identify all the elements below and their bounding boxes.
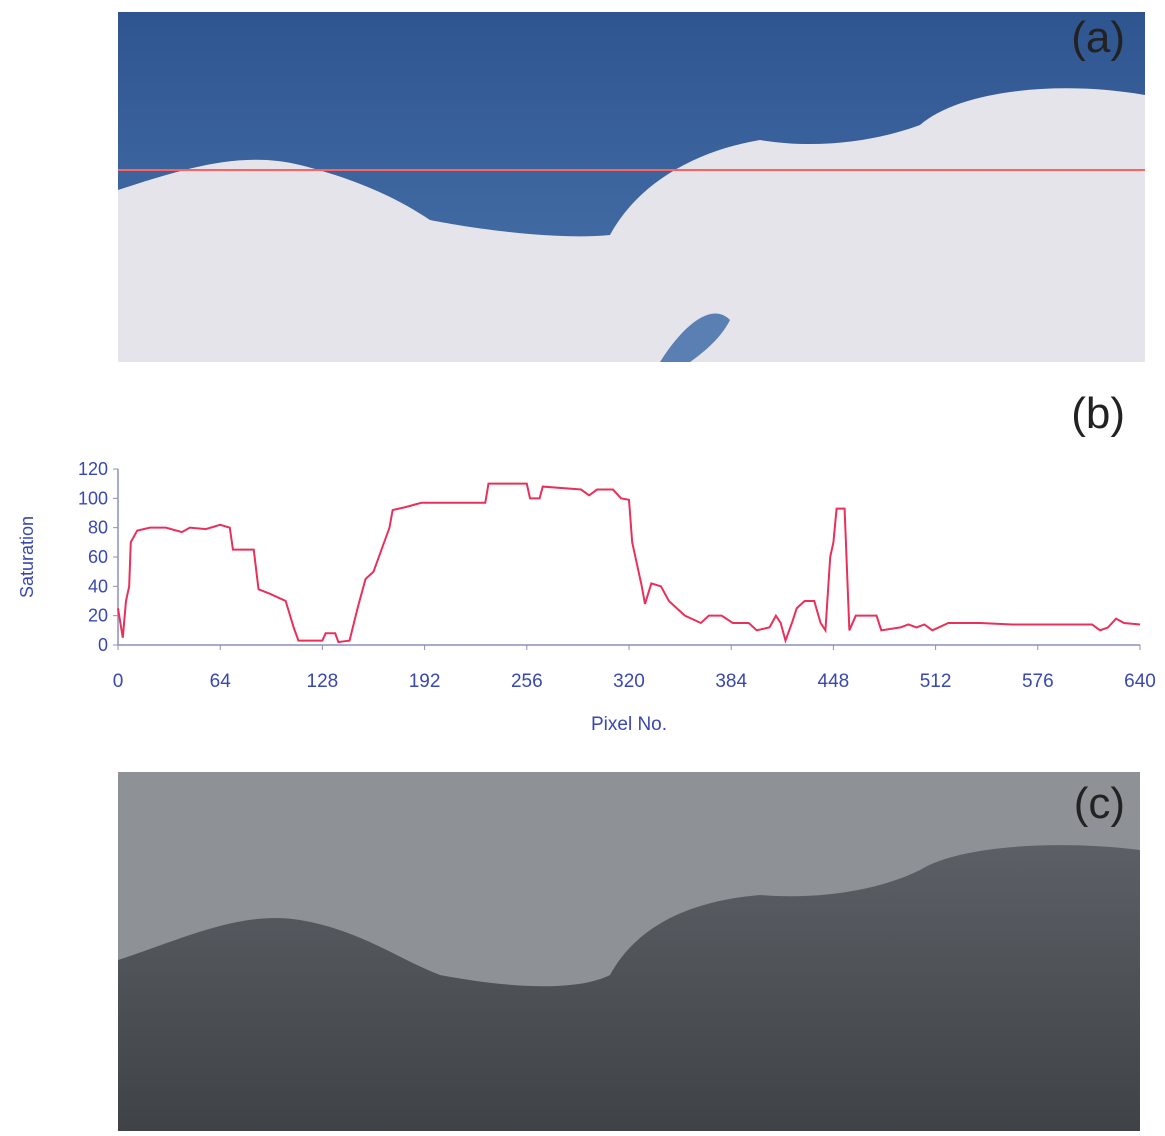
chart: 0 20 40 60 80 100 120 0 64 128 192 256 320 384 448 512 5…	[17, 459, 1156, 735]
y-tick-label: 20	[88, 606, 108, 626]
y-axis-label: Saturation	[17, 516, 37, 598]
y-tick-label: 40	[88, 576, 108, 596]
panel-label: (c)	[1074, 779, 1125, 828]
x-tick-label: 320	[613, 671, 645, 692]
x-tick-label: 256	[511, 671, 543, 692]
y-tick-label: 0	[98, 635, 108, 655]
x-tick-label: 512	[920, 671, 952, 692]
y-tick-label: 100	[78, 488, 108, 508]
y-tick-label: 60	[88, 547, 108, 567]
x-tick-label: 64	[210, 671, 232, 692]
x-tick-label: 384	[715, 671, 747, 692]
x-tick-label: 192	[409, 671, 441, 692]
x-tick-label: 640	[1124, 671, 1156, 692]
photo-a	[118, 12, 1145, 362]
data-line	[117, 482, 1141, 644]
y-tick-label: 120	[78, 459, 108, 479]
x-tick-label: 576	[1022, 671, 1054, 692]
panel-label: (a)	[1071, 13, 1125, 62]
y-tick-label: 80	[88, 518, 108, 538]
x-tick-label: 128	[307, 671, 339, 692]
x-tick-label: 0	[113, 671, 124, 692]
x-axis-label: Pixel No.	[591, 714, 667, 735]
photo-c	[118, 772, 1140, 1131]
x-tick-label: 448	[818, 671, 850, 692]
panel-label: (b)	[1071, 389, 1125, 438]
